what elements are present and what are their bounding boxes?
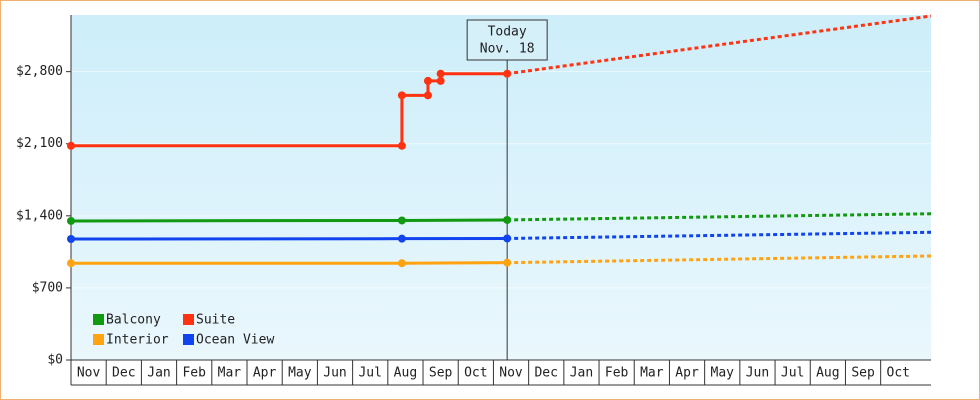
projection-line bbox=[507, 212, 932, 222]
point bbox=[436, 69, 445, 78]
today-label: Today bbox=[488, 25, 527, 40]
today-label: Nov. 18 bbox=[480, 42, 535, 57]
x-tick-label: Dec bbox=[534, 366, 557, 381]
x-tick-label: Aug bbox=[816, 366, 839, 381]
legend-swatch bbox=[183, 334, 194, 345]
legend-swatch bbox=[93, 314, 104, 325]
point bbox=[67, 234, 75, 243]
legend-swatch bbox=[183, 314, 194, 325]
projection-line bbox=[507, 254, 932, 265]
series-line bbox=[70, 218, 508, 223]
legend-label: Suite bbox=[196, 313, 235, 328]
x-tick-label: Mar bbox=[218, 366, 242, 381]
x-tick-label: Dec bbox=[112, 366, 135, 381]
y-tick-label: $2,800 bbox=[16, 64, 63, 79]
point bbox=[67, 141, 75, 150]
point bbox=[503, 234, 512, 243]
point bbox=[397, 216, 406, 225]
y-tick-label: $0 bbox=[47, 353, 63, 368]
x-tick-label: Sep bbox=[851, 366, 875, 381]
projection-line bbox=[506, 14, 932, 76]
series-line bbox=[70, 236, 508, 241]
x-tick-label: Sep bbox=[429, 366, 453, 381]
point bbox=[423, 76, 432, 85]
point bbox=[397, 141, 406, 150]
x-tick-label: Feb bbox=[182, 366, 206, 381]
x-tick-label: Mar bbox=[640, 366, 664, 381]
x-tick-label: Jul bbox=[781, 366, 804, 381]
point bbox=[397, 91, 406, 100]
legend-label: Balcony bbox=[106, 313, 161, 328]
x-tick-label: Oct bbox=[887, 366, 910, 381]
point bbox=[503, 258, 512, 267]
point bbox=[503, 215, 512, 224]
projection-line bbox=[507, 230, 932, 240]
x-tick-label: May bbox=[288, 366, 312, 381]
y-tick-label: $2,100 bbox=[16, 136, 63, 151]
legend-label: Ocean View bbox=[196, 333, 274, 348]
y-tick-label: $1,400 bbox=[16, 208, 63, 223]
x-tick-label: Jul bbox=[358, 366, 381, 381]
y-tick-label: $700 bbox=[32, 280, 63, 295]
x-tick-label: Jan bbox=[570, 366, 593, 381]
point bbox=[397, 259, 406, 268]
point bbox=[67, 216, 75, 225]
x-tick-label: Apr bbox=[253, 366, 277, 381]
plot-area bbox=[71, 15, 931, 360]
x-tick-label: May bbox=[711, 366, 735, 381]
x-tick-label: Jun bbox=[746, 366, 769, 381]
legend-swatch bbox=[93, 334, 104, 345]
x-tick-label: Feb bbox=[605, 366, 629, 381]
point bbox=[397, 234, 406, 243]
x-tick-label: Jan bbox=[147, 366, 170, 381]
legend-label: Interior bbox=[106, 333, 169, 348]
point bbox=[67, 259, 75, 268]
x-tick-label: Jun bbox=[323, 366, 346, 381]
x-tick-label: Nov bbox=[499, 366, 523, 381]
today-box bbox=[466, 19, 548, 61]
x-tick-label: Apr bbox=[675, 366, 699, 381]
x-tick-label: Aug bbox=[394, 366, 417, 381]
series-line bbox=[71, 261, 508, 265]
point bbox=[503, 69, 512, 78]
x-tick-label: Oct bbox=[464, 366, 487, 381]
point bbox=[436, 76, 445, 85]
x-tick-label: Nov bbox=[77, 366, 101, 381]
point bbox=[423, 91, 432, 100]
